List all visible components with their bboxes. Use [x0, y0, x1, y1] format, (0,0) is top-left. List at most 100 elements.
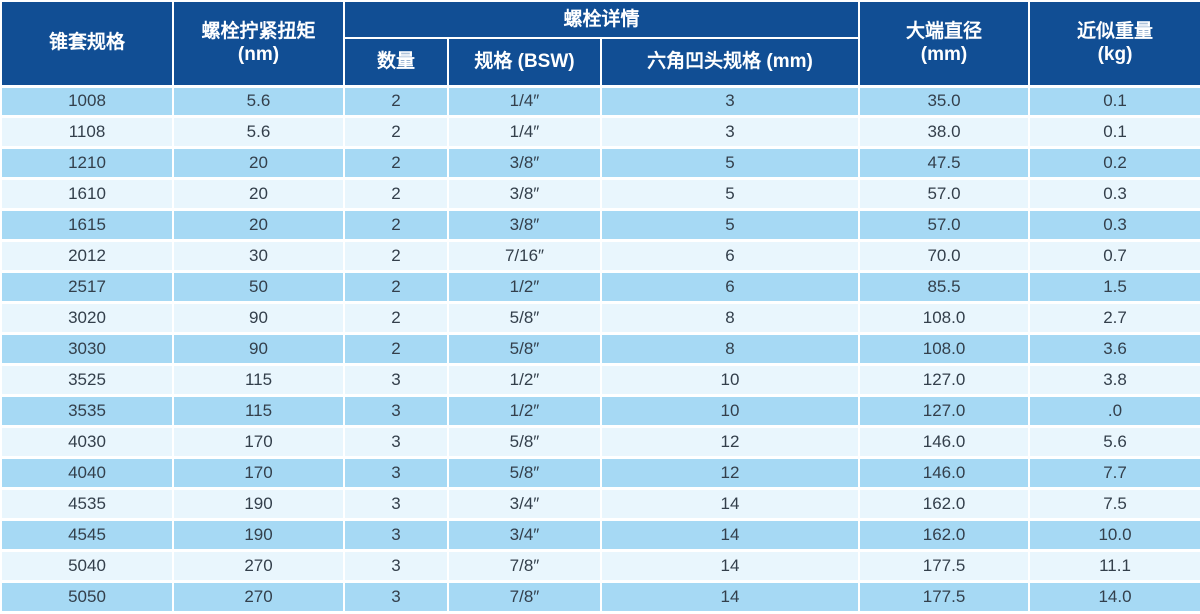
cell-spec: 4535: [0, 487, 174, 522]
cell-qty: 2: [343, 332, 449, 367]
cell-torque-nm: 170: [172, 456, 345, 491]
cell-torque-nm: 270: [172, 549, 345, 583]
cell-torque-nm: 5.6: [172, 115, 345, 150]
cell-weight-kg: 5.6: [1028, 425, 1200, 460]
cell-qty: 2: [343, 239, 449, 274]
cell-qty: 2: [343, 270, 449, 305]
cell-large-end-dia-mm: 177.5: [858, 580, 1031, 614]
cell-spec: 3535: [0, 394, 174, 429]
cell-large-end-dia-mm: 127.0: [858, 363, 1031, 398]
header-weight-line2: (kg): [1097, 44, 1133, 66]
cell-hex-socket-mm: 14: [599, 518, 861, 553]
cell-large-end-dia-mm: 146.0: [858, 425, 1031, 460]
cell-hex-socket-mm: 10: [599, 394, 861, 429]
table-row: 3030 90 2 5/8″ 8 108.0 3.6: [0, 332, 1200, 367]
cell-size-bsw: 1/2″: [447, 270, 602, 305]
table-row: 5050 270 3 7/8″ 14 177.5 14.0: [0, 580, 1200, 614]
header-torque-line1: 螺栓拧紧扭矩: [201, 20, 316, 42]
cell-large-end-dia-mm: 35.0: [858, 84, 1031, 119]
cell-qty: 3: [343, 425, 449, 460]
cell-torque-nm: 90: [172, 332, 345, 367]
cell-hex-socket-mm: 5: [599, 208, 861, 243]
cell-spec: 4030: [0, 425, 174, 460]
cell-qty: 3: [343, 363, 449, 398]
table-row: 1210 20 2 3/8″ 5 47.5 0.2: [0, 146, 1200, 181]
cell-spec: 2012: [0, 239, 174, 274]
cell-spec: 1615: [0, 208, 174, 243]
cell-size-bsw: 3/4″: [447, 487, 602, 522]
cell-qty: 2: [343, 301, 449, 336]
cell-size-bsw: 5/8″: [447, 456, 602, 491]
cell-torque-nm: 30: [172, 239, 345, 274]
header-qty: 数量: [343, 37, 449, 87]
cell-hex-socket-mm: 8: [599, 301, 861, 336]
cell-large-end-dia-mm: 38.0: [858, 115, 1031, 150]
cell-size-bsw: 1/4″: [447, 115, 602, 150]
cell-large-end-dia-mm: 127.0: [858, 394, 1031, 429]
cell-large-end-dia-mm: 57.0: [858, 208, 1031, 243]
cell-weight-kg: 7.5: [1028, 487, 1200, 522]
header-dia-line2: (mm): [920, 44, 968, 66]
cell-hex-socket-mm: 14: [599, 580, 861, 614]
header-weight-line1: 近似重量: [1077, 20, 1154, 42]
cell-hex-socket-mm: 12: [599, 456, 861, 491]
cell-large-end-dia-mm: 162.0: [858, 518, 1031, 553]
cell-qty: 2: [343, 84, 449, 119]
cell-qty: 3: [343, 518, 449, 553]
cell-spec: 4545: [0, 518, 174, 553]
cell-torque-nm: 270: [172, 580, 345, 614]
cell-large-end-dia-mm: 177.5: [858, 549, 1031, 583]
cell-torque-nm: 50: [172, 270, 345, 305]
cell-weight-kg: 2.7: [1028, 301, 1200, 336]
cell-weight-kg: 3.8: [1028, 363, 1200, 398]
header-size-bsw: 规格 (BSW): [447, 37, 602, 87]
cell-qty: 3: [343, 580, 449, 614]
cell-weight-kg: 14.0: [1028, 580, 1200, 614]
cell-hex-socket-mm: 6: [599, 270, 861, 305]
table-row: 3020 90 2 5/8″ 8 108.0 2.7: [0, 301, 1200, 336]
cell-qty: 2: [343, 146, 449, 181]
table-row: 3525 115 3 1/2″ 10 127.0 3.8: [0, 363, 1200, 398]
table-row: 4040 170 3 5/8″ 12 146.0 7.7: [0, 456, 1200, 491]
header-dia-line1: 大端直径: [906, 20, 983, 42]
cell-torque-nm: 190: [172, 487, 345, 522]
cell-qty: 2: [343, 177, 449, 212]
table-row: 1108 5.6 2 1/4″ 3 38.0 0.1: [0, 115, 1200, 150]
cell-spec: 1008: [0, 84, 174, 119]
cell-size-bsw: 1/2″: [447, 363, 602, 398]
cell-qty: 2: [343, 115, 449, 150]
cell-large-end-dia-mm: 85.5: [858, 270, 1031, 305]
cell-size-bsw: 5/8″: [447, 301, 602, 336]
cell-qty: 3: [343, 456, 449, 491]
cell-hex-socket-mm: 5: [599, 177, 861, 212]
cell-torque-nm: 5.6: [172, 84, 345, 119]
cell-spec: 3525: [0, 363, 174, 398]
cell-weight-kg: 0.2: [1028, 146, 1200, 181]
cell-weight-kg: 0.7: [1028, 239, 1200, 274]
cell-hex-socket-mm: 3: [599, 115, 861, 150]
cell-large-end-dia-mm: 108.0: [858, 301, 1031, 336]
cell-torque-nm: 20: [172, 146, 345, 181]
cell-weight-kg: 11.1: [1028, 549, 1200, 583]
cell-spec: 1108: [0, 115, 174, 150]
cell-size-bsw: 3/8″: [447, 208, 602, 243]
cell-weight-kg: 0.1: [1028, 84, 1200, 119]
cell-size-bsw: 7/8″: [447, 549, 602, 583]
cell-hex-socket-mm: 14: [599, 487, 861, 522]
table-row: 4030 170 3 5/8″ 12 146.0 5.6: [0, 425, 1200, 460]
cell-large-end-dia-mm: 47.5: [858, 146, 1031, 181]
table-row: 4535 190 3 3/4″ 14 162.0 7.5: [0, 487, 1200, 522]
cell-spec: 3030: [0, 332, 174, 367]
cell-torque-nm: 90: [172, 301, 345, 336]
cell-weight-kg: 3.6: [1028, 332, 1200, 367]
cell-spec: 4040: [0, 456, 174, 491]
cell-large-end-dia-mm: 146.0: [858, 456, 1031, 491]
cell-size-bsw: 3/8″: [447, 177, 602, 212]
cell-spec: 5040: [0, 549, 174, 583]
header-torque-line2: (nm): [237, 44, 280, 66]
cell-weight-kg: 1.5: [1028, 270, 1200, 305]
cell-weight-kg: 0.3: [1028, 177, 1200, 212]
cell-torque-nm: 170: [172, 425, 345, 460]
cell-weight-kg: 0.1: [1028, 115, 1200, 150]
